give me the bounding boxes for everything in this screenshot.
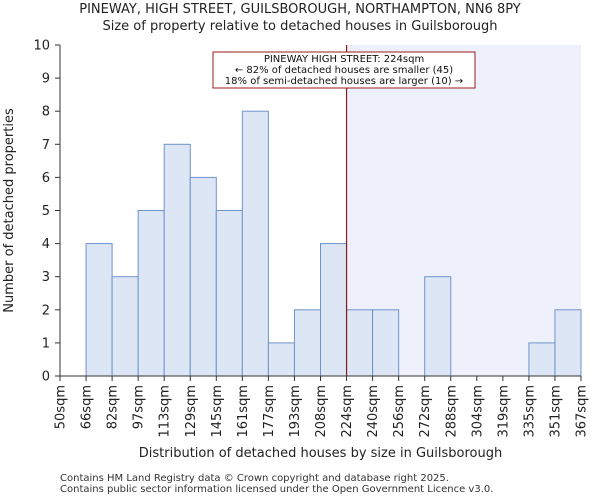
footer-copyright: Contains HM Land Registry data © Crown c… <box>60 473 449 484</box>
x-tick-label: 177sqm <box>262 385 277 438</box>
bar-145sqm <box>215 210 243 377</box>
bar-177sqm <box>267 342 295 377</box>
bar-208sqm <box>320 243 348 377</box>
x-tick-label: 129sqm <box>184 385 199 438</box>
x-tick-label: 224sqm <box>340 385 355 438</box>
x-tick-label: 335sqm <box>522 385 537 438</box>
annotation-box: PINEWAY HIGH STREET: 224sqm ← 82% of det… <box>212 51 476 89</box>
x-tick-label: 256sqm <box>392 385 407 438</box>
y-tick-label: 2 <box>42 303 50 318</box>
chart-title-address: PINEWAY, HIGH STREET, GUILSBOROUGH, NORT… <box>79 2 521 17</box>
y-tick-label: 1 <box>42 336 50 351</box>
y-tick-label: 6 <box>42 171 50 186</box>
x-tick-label: 161sqm <box>236 385 251 438</box>
bar-161sqm <box>241 110 269 377</box>
annotation-line-1: PINEWAY HIGH STREET: 224sqm <box>264 54 424 65</box>
bars <box>85 110 582 377</box>
x-tick-label: 288sqm <box>444 385 459 438</box>
x-ticks: 50sqm 66sqm 82sqm 97sqm 113sqm 129sqm 145sqm 16… <box>54 376 590 438</box>
x-tick-label: 240sqm <box>366 385 381 438</box>
bar-240sqm <box>372 309 400 377</box>
bar-113sqm <box>163 143 191 377</box>
footer-licence: Contains public sector information licen… <box>60 484 494 495</box>
y-tick-label: 8 <box>42 105 50 120</box>
y-tick-label: 4 <box>42 237 50 252</box>
bar-66sqm <box>85 243 113 377</box>
x-tick-label: 50sqm <box>54 385 69 429</box>
x-tick-label: 82sqm <box>106 385 121 429</box>
x-axis-title: Distribution of detached houses by size … <box>139 446 503 461</box>
bar-193sqm <box>293 309 322 377</box>
x-tick-label: 145sqm <box>210 385 225 438</box>
x-tick-label: 113sqm <box>158 385 173 438</box>
x-tick-label: 97sqm <box>132 385 147 429</box>
chart-title-subtitle: Size of property relative to detached ho… <box>102 19 498 34</box>
annotation-line-3: 18% of semi-detached houses are larger (… <box>225 76 463 87</box>
y-tick-label: 0 <box>42 370 50 385</box>
y-tick-label: 3 <box>42 270 50 285</box>
bar-129sqm <box>189 176 217 377</box>
annotation-line-2: ← 82% of detached houses are smaller (45… <box>235 65 453 76</box>
x-tick-label: 66sqm <box>80 385 95 429</box>
y-axis-title: Number of detached properties <box>2 108 17 313</box>
bar-97sqm <box>137 210 165 377</box>
bar-224sqm <box>346 309 374 377</box>
bar-335sqm <box>528 342 556 377</box>
x-tick-label: 304sqm <box>470 385 485 438</box>
x-tick-label: 351sqm <box>548 385 563 438</box>
bar-82sqm <box>111 276 139 377</box>
y-tick-label: 5 <box>42 204 50 219</box>
y-tick-label: 7 <box>42 138 50 153</box>
x-tick-label: 193sqm <box>288 385 303 438</box>
x-tick-label: 319sqm <box>496 385 511 438</box>
y-ticks: 0 1 2 3 4 5 6 7 8 9 10 <box>33 39 60 385</box>
x-tick-label: 272sqm <box>418 385 433 438</box>
x-tick-label: 208sqm <box>314 385 329 438</box>
bar-272sqm <box>424 276 452 377</box>
annotation-border <box>212 51 476 89</box>
y-tick-label: 10 <box>33 39 50 54</box>
x-tick-label: 367sqm <box>575 385 590 438</box>
bar-351sqm <box>554 309 582 377</box>
y-tick-label: 9 <box>42 72 50 87</box>
